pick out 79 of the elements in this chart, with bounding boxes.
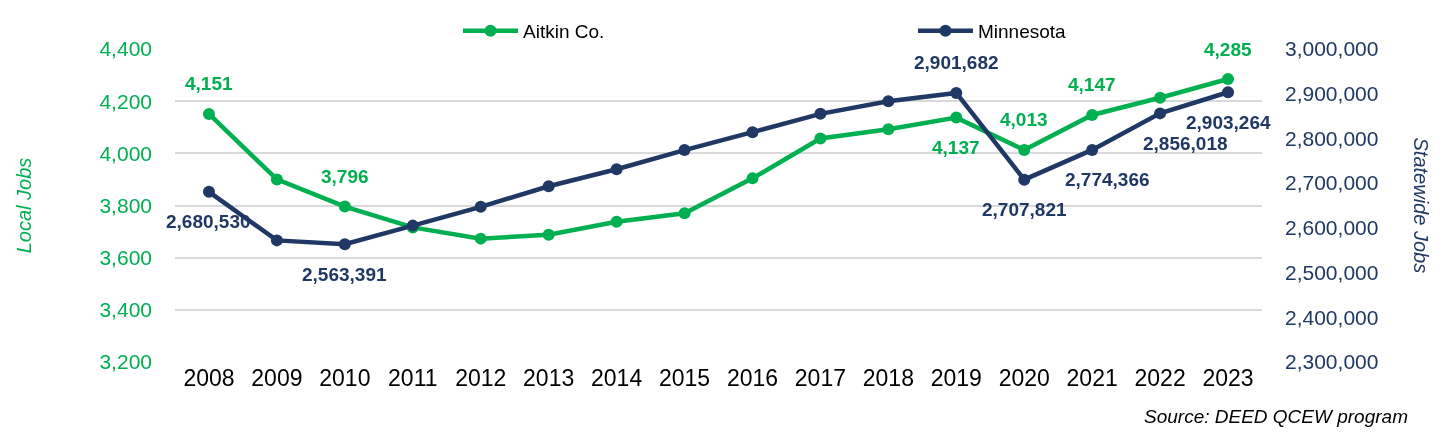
point <box>338 200 351 213</box>
data-label: 4,147 <box>1068 74 1116 95</box>
y2-tick-label: 2,400,000 <box>1285 305 1379 329</box>
point <box>1222 86 1235 99</box>
x-tick-label: 2020 <box>998 365 1050 391</box>
data-label: 4,151 <box>185 73 233 94</box>
x-tick-label: 2023 <box>1202 365 1254 391</box>
data-label: 2,563,391 <box>302 264 387 285</box>
point <box>1086 108 1099 121</box>
point <box>746 126 759 139</box>
point <box>202 107 215 120</box>
point <box>1018 173 1031 186</box>
y2-tick-label: 2,700,000 <box>1285 171 1379 195</box>
point <box>814 132 827 145</box>
x-tick-label: 2015 <box>658 365 711 391</box>
point <box>542 180 555 193</box>
point <box>746 172 759 185</box>
point <box>882 95 895 108</box>
x-tick-label: 2013 <box>523 365 575 391</box>
x-tick-label: 2008 <box>183 365 235 391</box>
legend-label: Minnesota <box>978 21 1067 43</box>
source-note: Source: DEED QCEW program <box>1144 406 1408 427</box>
x-tick-label: 2016 <box>726 365 779 391</box>
point <box>610 215 623 228</box>
y-tick-label: 3,600 <box>99 246 152 270</box>
point <box>1018 143 1031 156</box>
y-tick-label: 3,400 <box>99 298 152 322</box>
x-tick-label: 2012 <box>455 365 507 391</box>
point <box>270 173 283 186</box>
y2-tick-label: 2,300,000 <box>1285 350 1379 374</box>
x-tick-label: 2021 <box>1066 365 1118 391</box>
data-label: 2,774,366 <box>1065 169 1150 190</box>
y-axis-title: Local Jobs <box>12 157 35 254</box>
y-tick-label: 3,800 <box>99 193 152 217</box>
y2-tick-label: 3,000,000 <box>1285 37 1379 61</box>
point <box>882 123 895 136</box>
y2-tick-label: 2,600,000 <box>1285 216 1379 240</box>
x-tick-label: 2010 <box>319 365 371 391</box>
y2-tick-label: 2,500,000 <box>1285 260 1379 284</box>
point <box>1086 143 1099 156</box>
point <box>338 238 351 251</box>
point <box>474 232 487 245</box>
y-tick-label: 3,200 <box>99 350 152 374</box>
y-tick-label: 4,400 <box>99 37 152 61</box>
data-label: 2,901,682 <box>914 52 999 73</box>
point <box>202 185 215 198</box>
y-tick-label: 4,200 <box>99 89 152 113</box>
data-label: 2,707,821 <box>982 199 1067 220</box>
point <box>1154 107 1167 120</box>
data-label: 4,137 <box>932 137 980 158</box>
point <box>1154 91 1167 104</box>
data-label: 2,856,018 <box>1143 133 1228 154</box>
data-label: 2,903,264 <box>1186 112 1271 133</box>
data-label: 4,013 <box>1000 109 1048 130</box>
data-label: 4,285 <box>1204 39 1252 60</box>
point <box>678 144 691 157</box>
y2-tick-label: 2,900,000 <box>1285 82 1379 106</box>
data-label: 3,796 <box>321 166 369 187</box>
point <box>950 86 963 99</box>
x-tick-label: 2014 <box>591 365 643 391</box>
x-tick-label: 2022 <box>1134 365 1186 391</box>
point <box>610 163 623 176</box>
x-tick-label: 2009 <box>251 365 303 391</box>
point <box>474 200 487 213</box>
point <box>270 234 283 247</box>
point <box>678 207 691 220</box>
y2-axis-title: Statewide Jobs <box>1409 137 1432 274</box>
point <box>1222 73 1235 85</box>
data-label: 2,680,530 <box>166 211 251 232</box>
point <box>542 228 555 241</box>
y2-tick-label: 2,800,000 <box>1285 126 1379 150</box>
y-tick-label: 4,000 <box>99 141 152 165</box>
x-tick-label: 2011 <box>388 365 438 391</box>
x-tick-label: 2019 <box>930 365 982 391</box>
point <box>814 107 827 120</box>
legend-label: Aitkin Co. <box>523 21 605 43</box>
x-tick-label: 2018 <box>862 365 914 391</box>
x-tick-label: 2017 <box>794 365 846 391</box>
point <box>950 111 963 124</box>
